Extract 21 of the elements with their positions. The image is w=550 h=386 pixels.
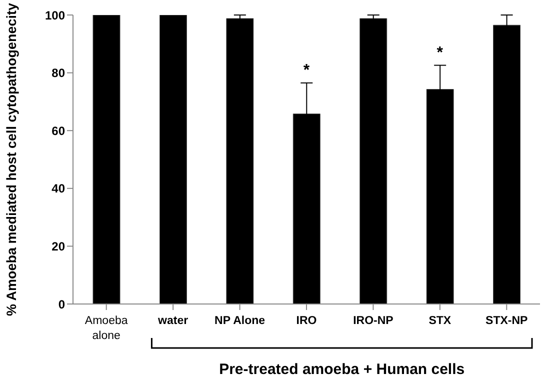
- bar: [226, 18, 254, 304]
- y-axis-title: % Amoeba mediated host cell cytopathogenecity: [4, 2, 19, 316]
- x-tick-label: water: [157, 315, 189, 327]
- bar: [360, 18, 388, 304]
- y-tick-label: 0: [58, 297, 66, 312]
- y-tick-label: 60: [52, 124, 66, 138]
- annotation: *: [436, 44, 444, 62]
- y-tick-label: 80: [52, 66, 66, 80]
- bar: [92, 15, 120, 304]
- x-tick-label: STX: [428, 315, 452, 327]
- x-tick-label: STX-NP: [486, 315, 528, 327]
- bar: [159, 15, 187, 304]
- x-tick-label: IRO: [296, 315, 317, 327]
- y-tick-label: 20: [52, 239, 66, 254]
- x-tick-label: Amoeba alone: [84, 315, 128, 342]
- x-axis-title: Pre-treated amoeba + Human cells: [219, 361, 465, 378]
- x-tick-label: NP Alone: [214, 315, 266, 327]
- x-tick-label: IRO-NP: [353, 315, 394, 327]
- annotation: *: [303, 62, 310, 79]
- y-tick-label: 40: [52, 182, 66, 196]
- y-tick-label: 100: [44, 8, 66, 22]
